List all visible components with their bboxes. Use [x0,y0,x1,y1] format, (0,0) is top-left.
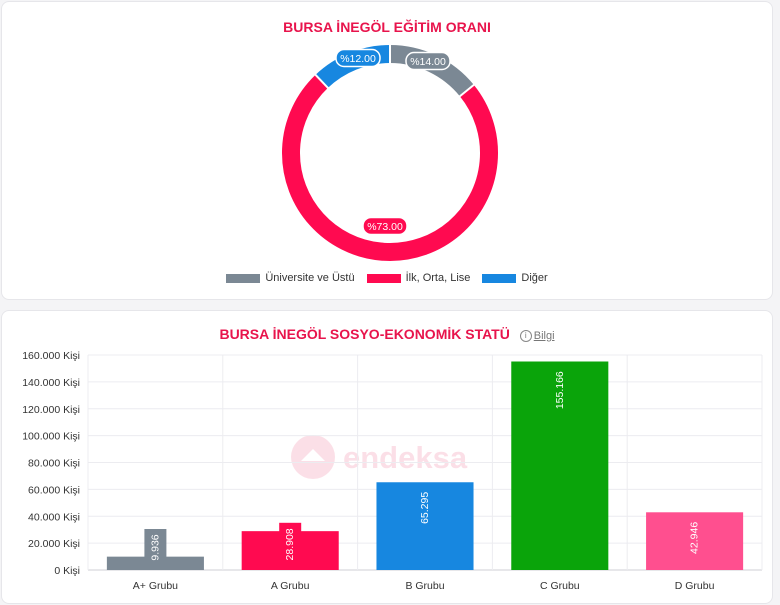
education-chart-title: BURSA İNEGÖL EĞİTİM ORANI [283,19,491,35]
svg-text:endeksa: endeksa [343,440,468,475]
legend-swatch [482,273,517,283]
y-tick-label: 40.000 Kişi [28,511,80,523]
bar-label-tab [144,529,167,558]
socioeconomic-bar-chart: endeksa 0 Kişi 20.000 Kişi 40.000 Kişi 60.00… [22,350,763,592]
donut-label-text: %12.00 [340,53,376,65]
slice-separator [458,83,476,98]
bar-a-grubu[interactable] [106,556,204,570]
legend-label: Üniversite ve Üstü [265,272,355,284]
bar-b-grubu[interactable] [376,482,474,570]
donut-slice-i-lk-orta-lise[interactable] [282,74,498,261]
y-tick-label: 100.000 Kişi [22,431,80,443]
x-tick-label: B Grubu [405,580,444,592]
donut-label-niversite-ve-st: %14.00 [405,51,451,71]
y-tick-label: 160.000 Kişi [22,350,80,362]
bar-value-label: 65.295 [419,492,431,524]
slice-separator [314,73,330,90]
info-link-label: Bilgi [533,330,555,342]
donut-label-di-er: %12.00 [335,48,381,68]
socioeconomic-chart-title: BURSA İNEGÖL SOSYO-EKONOMİK STATÜ [219,326,510,342]
y-tick-label: 20.000 Kişi [28,538,80,550]
x-tick-label: A Grubu [271,580,310,592]
y-tick-label: 80.000 Kişi [28,458,80,470]
bar-c-grubu[interactable] [511,361,609,570]
bar-value-label: 42.946 [689,522,701,554]
legend-swatch [226,273,261,283]
socioeconomic-title-row: BURSA İNEGÖL SOSYO-EKONOMİK STATÜ i Bilgi [2,326,772,342]
donut-label-text: %14.00 [410,56,446,68]
donut-legend: Üniversite ve Üstü İlk, Orta, Lise Diğer [2,272,772,284]
legend-label: Diğer [521,272,548,284]
y-tick-label: 60.000 Kişi [28,484,80,496]
bar-value-label: 28.908 [284,528,296,560]
bar-value-label: 9.936 [149,534,161,560]
info-link[interactable]: i Bilgi [519,330,555,342]
legend-item-niversite-ve-st[interactable]: Üniversite ve Üstü [226,272,355,284]
legend-item-i-lk-orta-lise[interactable]: İlk, Orta, Lise [366,272,471,284]
bar-d-grubu[interactable] [646,512,744,570]
y-tick-label: 0 Kişi [54,565,80,577]
bar-a-grubu[interactable] [241,531,339,570]
education-donut-chart: %14.00 %73.00 %12.00 [282,44,498,261]
info-icon: i [519,330,532,342]
education-chart-card: BURSA İNEGÖL EĞİTİM ORANI %14.00 %73.00 %1… [1,1,773,300]
legend-item-di-er[interactable]: Diğer [482,272,548,284]
x-tick-label: C Grubu [540,580,580,592]
x-tick-label: A+ Grubu [133,580,178,592]
bar-value-label: 155.166 [554,371,566,409]
watermark: endeksa [291,435,468,479]
legend-swatch [366,273,401,283]
x-tick-label: D Grubu [675,580,715,592]
legend-label: İlk, Orta, Lise [405,272,471,284]
donut-label-i-lk-orta-lise: %73.00 [362,216,408,236]
bar-label-tab [279,522,302,533]
socioeconomic-chart-card: BURSA İNEGÖL SOSYO-EKONOMİK STATÜ i Bilgi… [1,310,773,604]
y-tick-label: 140.000 Kişi [22,377,80,389]
donut-label-text: %73.00 [367,221,403,233]
y-tick-label: 120.000 Kişi [22,404,80,416]
